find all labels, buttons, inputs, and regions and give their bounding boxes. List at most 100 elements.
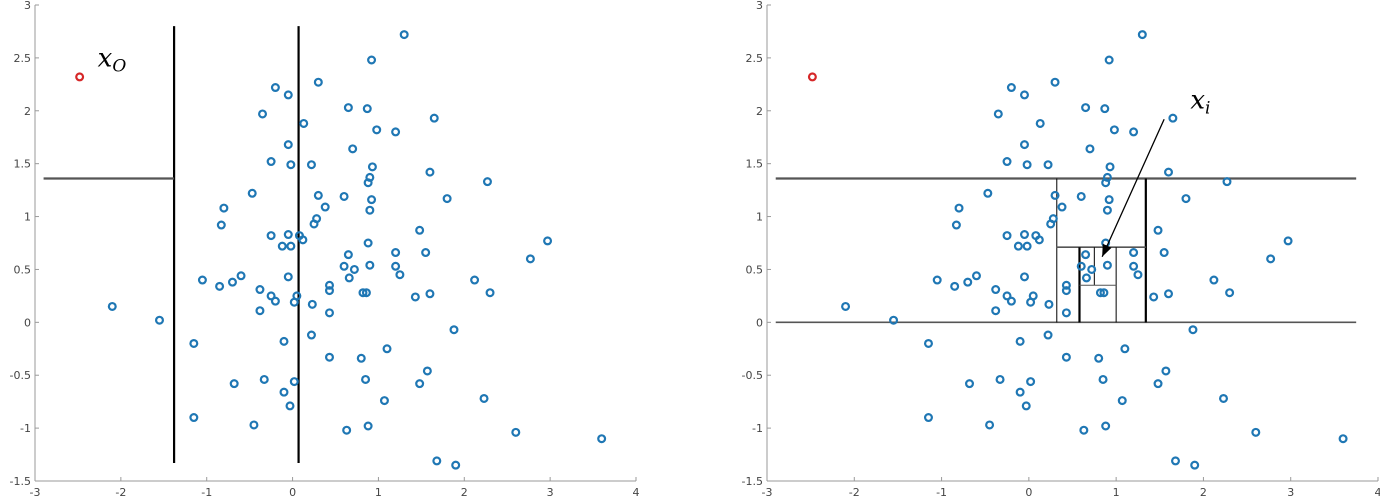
data-point	[313, 190, 323, 200]
data-point	[247, 188, 257, 198]
data-point	[1046, 219, 1056, 229]
data-point	[1022, 241, 1032, 251]
y-tick-label: -0.5	[742, 369, 763, 382]
data-point	[1015, 336, 1025, 346]
data-point	[1190, 460, 1200, 470]
x-tick-label: -2	[849, 486, 860, 499]
data-point	[991, 285, 1001, 295]
data-point	[923, 338, 933, 348]
data-point	[342, 425, 352, 435]
data-point	[363, 178, 373, 188]
data-point	[951, 220, 961, 230]
data-point	[1076, 261, 1086, 271]
data-point	[1188, 325, 1198, 335]
data-point	[367, 195, 377, 205]
x-tick-label: 1	[375, 486, 382, 499]
data-point	[298, 235, 308, 245]
data-point	[349, 264, 359, 274]
x-tick-label: -1	[201, 486, 212, 499]
y-tick-label: 2.5	[746, 52, 764, 65]
data-point	[1164, 167, 1174, 177]
x-tick-label: 2	[1200, 486, 1207, 499]
data-point	[215, 281, 225, 291]
data-point	[216, 220, 226, 230]
point-annotation: xO	[98, 43, 127, 76]
x-tick-label: 1	[1113, 486, 1120, 499]
data-point	[306, 160, 316, 170]
data-point	[391, 127, 401, 137]
data-point	[363, 238, 373, 248]
data-point	[1164, 289, 1174, 299]
data-point	[1129, 261, 1139, 271]
data-point	[485, 288, 495, 298]
data-point	[379, 396, 389, 406]
data-point	[470, 275, 480, 285]
data-point	[950, 281, 960, 291]
data-point	[1044, 299, 1054, 309]
pointer-arrow-line	[1101, 118, 1165, 258]
x-tick-label: 4	[633, 486, 640, 499]
data-point	[1002, 157, 1012, 167]
data-point	[249, 420, 259, 430]
data-point	[1061, 280, 1071, 290]
data-point	[1105, 162, 1115, 172]
data-point	[307, 299, 317, 309]
x-tick-label: 4	[1375, 486, 1380, 499]
data-point	[1338, 434, 1348, 444]
data-point	[1149, 292, 1159, 302]
data-point	[442, 194, 452, 204]
data-point	[324, 280, 334, 290]
data-point	[449, 325, 459, 335]
y-tick-label: 1.5	[746, 158, 764, 171]
y-tick-label: -1.5	[742, 475, 763, 488]
left-scatter-panel: -3 -2 -1 0 1 2 3 4 -1.5 -1 -0.5 0 0.5 1 1.5 2 2.5 3 xO	[10, 0, 640, 499]
data-point	[266, 291, 276, 301]
data-point	[367, 55, 377, 65]
data-point	[415, 379, 425, 389]
data-point	[1209, 275, 1219, 285]
data-point	[1061, 286, 1071, 296]
data-point	[1168, 113, 1178, 123]
data-point	[277, 241, 287, 251]
data-point	[1161, 366, 1171, 376]
data-point	[425, 289, 435, 299]
data-point	[279, 387, 289, 397]
data-point	[283, 90, 293, 100]
data-point	[482, 177, 492, 187]
data-point	[154, 315, 164, 325]
data-point	[841, 301, 851, 311]
data-point	[1006, 83, 1016, 93]
data-point	[365, 205, 375, 215]
data-point	[339, 191, 349, 201]
data-point	[348, 144, 358, 154]
data-point	[1099, 288, 1109, 298]
y-tick-label: 3	[24, 0, 31, 12]
data-point	[1076, 191, 1086, 201]
data-point	[1251, 427, 1261, 437]
data-point	[283, 140, 293, 150]
data-point	[1021, 401, 1031, 411]
data-point	[525, 254, 535, 264]
data-point	[356, 353, 366, 363]
data-point	[363, 421, 373, 431]
data-point	[985, 420, 995, 430]
data-point	[995, 374, 1005, 384]
x-tick-label: -3	[762, 486, 773, 499]
data-point	[1117, 396, 1127, 406]
data-point	[324, 308, 334, 318]
outlier-point	[807, 72, 817, 82]
y-tick-label: 0.5	[746, 263, 764, 276]
data-point	[1006, 296, 1016, 306]
data-point	[1266, 254, 1276, 264]
data-point	[313, 77, 323, 87]
data-point	[1120, 344, 1130, 354]
x-tick-label: -1	[936, 486, 947, 499]
data-point	[1104, 195, 1114, 205]
data-point	[479, 393, 489, 403]
data-point	[1034, 235, 1044, 245]
data-point	[1019, 140, 1029, 150]
data-point	[963, 277, 973, 287]
data-point	[382, 344, 392, 354]
data-point	[451, 460, 461, 470]
data-point	[343, 103, 353, 113]
